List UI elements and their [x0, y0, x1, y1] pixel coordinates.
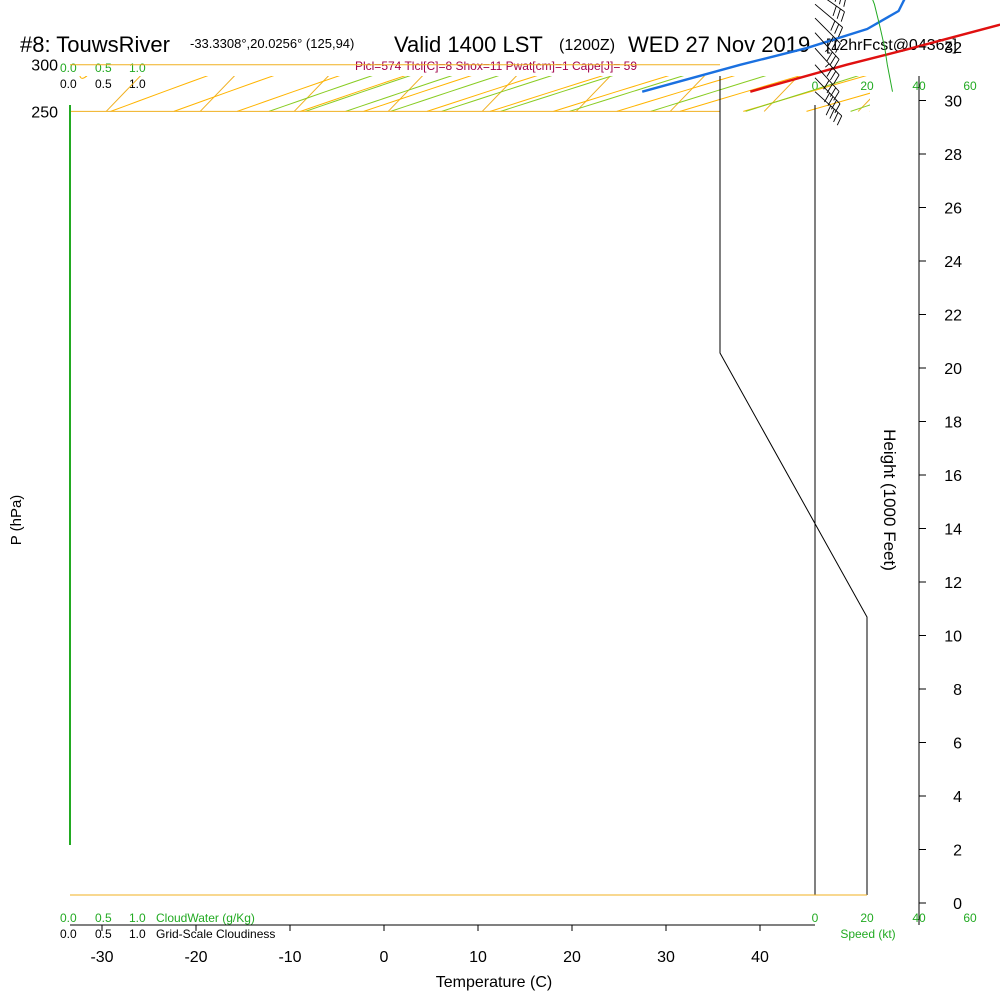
cloudiness-scale-bottom-1: 0.5	[95, 927, 112, 941]
cloudwater-scale-bottom-0: 0.0	[60, 911, 77, 925]
height-tick-label-24: 24	[944, 254, 962, 271]
height-tick-label-28: 28	[944, 147, 962, 164]
height-tick-label-8: 8	[953, 682, 962, 699]
speed-tick-bottom-0: 0	[812, 911, 819, 925]
x-axis-title: Temperature (C)	[436, 974, 552, 991]
height-tick-label-22: 22	[944, 308, 962, 325]
series-temperature	[749, 23, 1000, 93]
height-tick-label-14: 14	[944, 522, 962, 539]
x-tick-label--30: -30	[90, 949, 113, 966]
x-tick-label--10: -10	[278, 949, 301, 966]
cloudiness-scale-top-2: 1.0	[129, 77, 146, 91]
speed-tick-bottom-3: 60	[963, 911, 977, 925]
wind-box-boundary	[719, 76, 868, 895]
speed-tick-top-0: 0	[812, 79, 819, 93]
cloudwater-scale-top-0: 0.0	[60, 61, 77, 75]
cloudiness-label: Grid-Scale Cloudiness	[156, 927, 275, 941]
station-title: #8: TouwsRiver	[20, 32, 170, 57]
cloudwater-scale-top-1: 0.5	[95, 61, 112, 75]
cloudiness-scale-bottom-0: 0.0	[60, 927, 77, 941]
dry-adiabats: 100-10-20-30	[72, 62, 870, 112]
series-dew-point	[641, 0, 906, 93]
height-tick-label-16: 16	[944, 468, 962, 485]
wind-barb-420	[834, 0, 846, 7]
wind-barb-285	[814, 77, 841, 114]
cloudwater-scale-bottom-1: 0.5	[95, 911, 112, 925]
height-tick-label-10: 10	[944, 629, 962, 646]
x-tick-label--20: -20	[184, 949, 207, 966]
wind-barb-270	[814, 91, 843, 126]
x-tick-label-10: 10	[469, 949, 487, 966]
x-tick-label-40: 40	[751, 949, 769, 966]
valid-date: WED 27 Nov 2019	[628, 32, 810, 57]
wind-barb-380	[814, 3, 843, 38]
cloudiness-scale-top-0: 0.0	[60, 77, 77, 91]
wind-barb-400	[826, 0, 845, 22]
height-tick-label-4: 4	[953, 789, 962, 806]
speed-tick-top-1: 20	[860, 79, 874, 93]
height-tick-label-2: 2	[953, 843, 962, 860]
speed-tick-bottom-1: 20	[860, 911, 874, 925]
height-tick-label-18: 18	[944, 415, 962, 432]
wind-barbs	[814, 0, 893, 126]
speed-axis-label: Speed (kt)	[840, 927, 895, 941]
cloudwater-scale-top-2: 1.0	[129, 61, 146, 75]
cloudiness-scale-bottom-2: 1.0	[129, 927, 146, 941]
pressure-tick-250: 250	[31, 104, 58, 121]
pressure-tick-400: 400	[31, 0, 58, 1]
height-tick-label-12: 12	[944, 575, 962, 592]
station-coords: -33.3308°,20.0256° (125,94)	[190, 36, 354, 51]
dry-adiabat-label-0: 10	[72, 62, 93, 82]
forecast-label: [12hrFcst@0436z]	[826, 37, 957, 54]
height-tick-label-6: 6	[953, 736, 962, 753]
x-tick-label-20: 20	[563, 949, 581, 966]
height-tick-label-30: 30	[944, 94, 962, 111]
height-tick-label-32: 32	[944, 40, 962, 57]
speed-tick-top-3: 60	[963, 79, 977, 93]
wind-barb-360	[814, 17, 841, 53]
cloudwater-scale-bottom-2: 1.0	[129, 911, 146, 925]
cloudiness-scale-top-1: 0.5	[95, 77, 112, 91]
sounding-frame	[69, 76, 868, 896]
height-tick-label-26: 26	[944, 201, 962, 218]
valid-time: Valid 1400 LST	[394, 32, 543, 57]
height-axis-title: Height (1000 Feet)	[880, 429, 899, 571]
x-tick-label-0: 0	[380, 949, 389, 966]
wind-barb-320	[814, 47, 840, 85]
pressure-tick-300: 300	[31, 58, 58, 75]
isobar-lines	[70, 64, 720, 112]
height-tick-label-0: 0	[953, 896, 962, 913]
y-axis-title: P (hPa)	[8, 495, 25, 546]
sounding-traces	[641, 0, 1000, 93]
height-tick-label-20: 20	[944, 361, 962, 378]
cloudwater-label: CloudWater (g/Kg)	[156, 911, 255, 925]
wind-barb-340	[814, 32, 840, 69]
x-tick-label-30: 30	[657, 949, 675, 966]
stability-indices: Plcl=574 Tlcl[C]=8 Shox=11 Pwat[cm]=1 Ca…	[355, 59, 637, 73]
axis-ticks: 2503004005007008501000-30-20-10010203040…	[31, 0, 962, 966]
valid-zulu: (1200Z)	[559, 37, 615, 54]
